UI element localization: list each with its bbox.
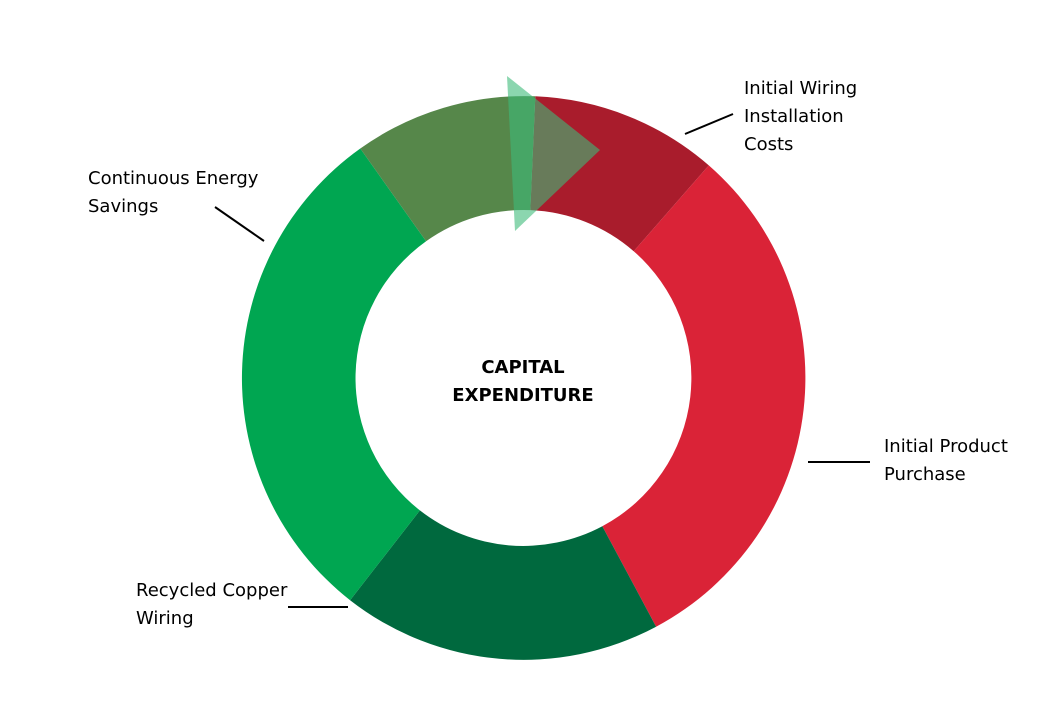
label-wiring-line1: Initial Wiring (744, 78, 858, 99)
segment-initial-product-purchase (602, 165, 806, 627)
label-energy-line1: Continuous Energy (88, 168, 259, 189)
label-product-line1: Initial Product (884, 436, 1008, 457)
segment-recycled-copper-wiring (350, 510, 657, 660)
leader-line-energy (214, 206, 265, 242)
label-energy-line2: Savings (88, 196, 159, 217)
label-wiring-line3: Costs (744, 134, 794, 155)
center-label: CAPITAL EXPENDITURE (423, 354, 623, 410)
label-product-line2: Purchase (884, 464, 966, 485)
label-initial-product-purchase: Initial Product Purchase (884, 433, 1008, 489)
cycle-arrow-head (507, 76, 600, 231)
label-initial-wiring-installation-costs: Initial Wiring Installation Costs (744, 75, 857, 159)
label-copper-line2: Wiring (136, 608, 194, 629)
label-copper-line1: Recycled Copper (136, 580, 288, 601)
label-continuous-energy-savings: Continuous Energy Savings (88, 165, 258, 221)
segment-transition (360, 96, 536, 242)
center-label-line2: EXPENDITURE (452, 385, 594, 406)
label-recycled-copper-wiring: Recycled Copper Wiring (136, 577, 287, 633)
center-label-line1: CAPITAL (481, 357, 565, 378)
label-wiring-line2: Installation (744, 106, 844, 127)
segment-continuous-energy-savings (241, 148, 427, 601)
leader-line-wiring (684, 113, 734, 135)
